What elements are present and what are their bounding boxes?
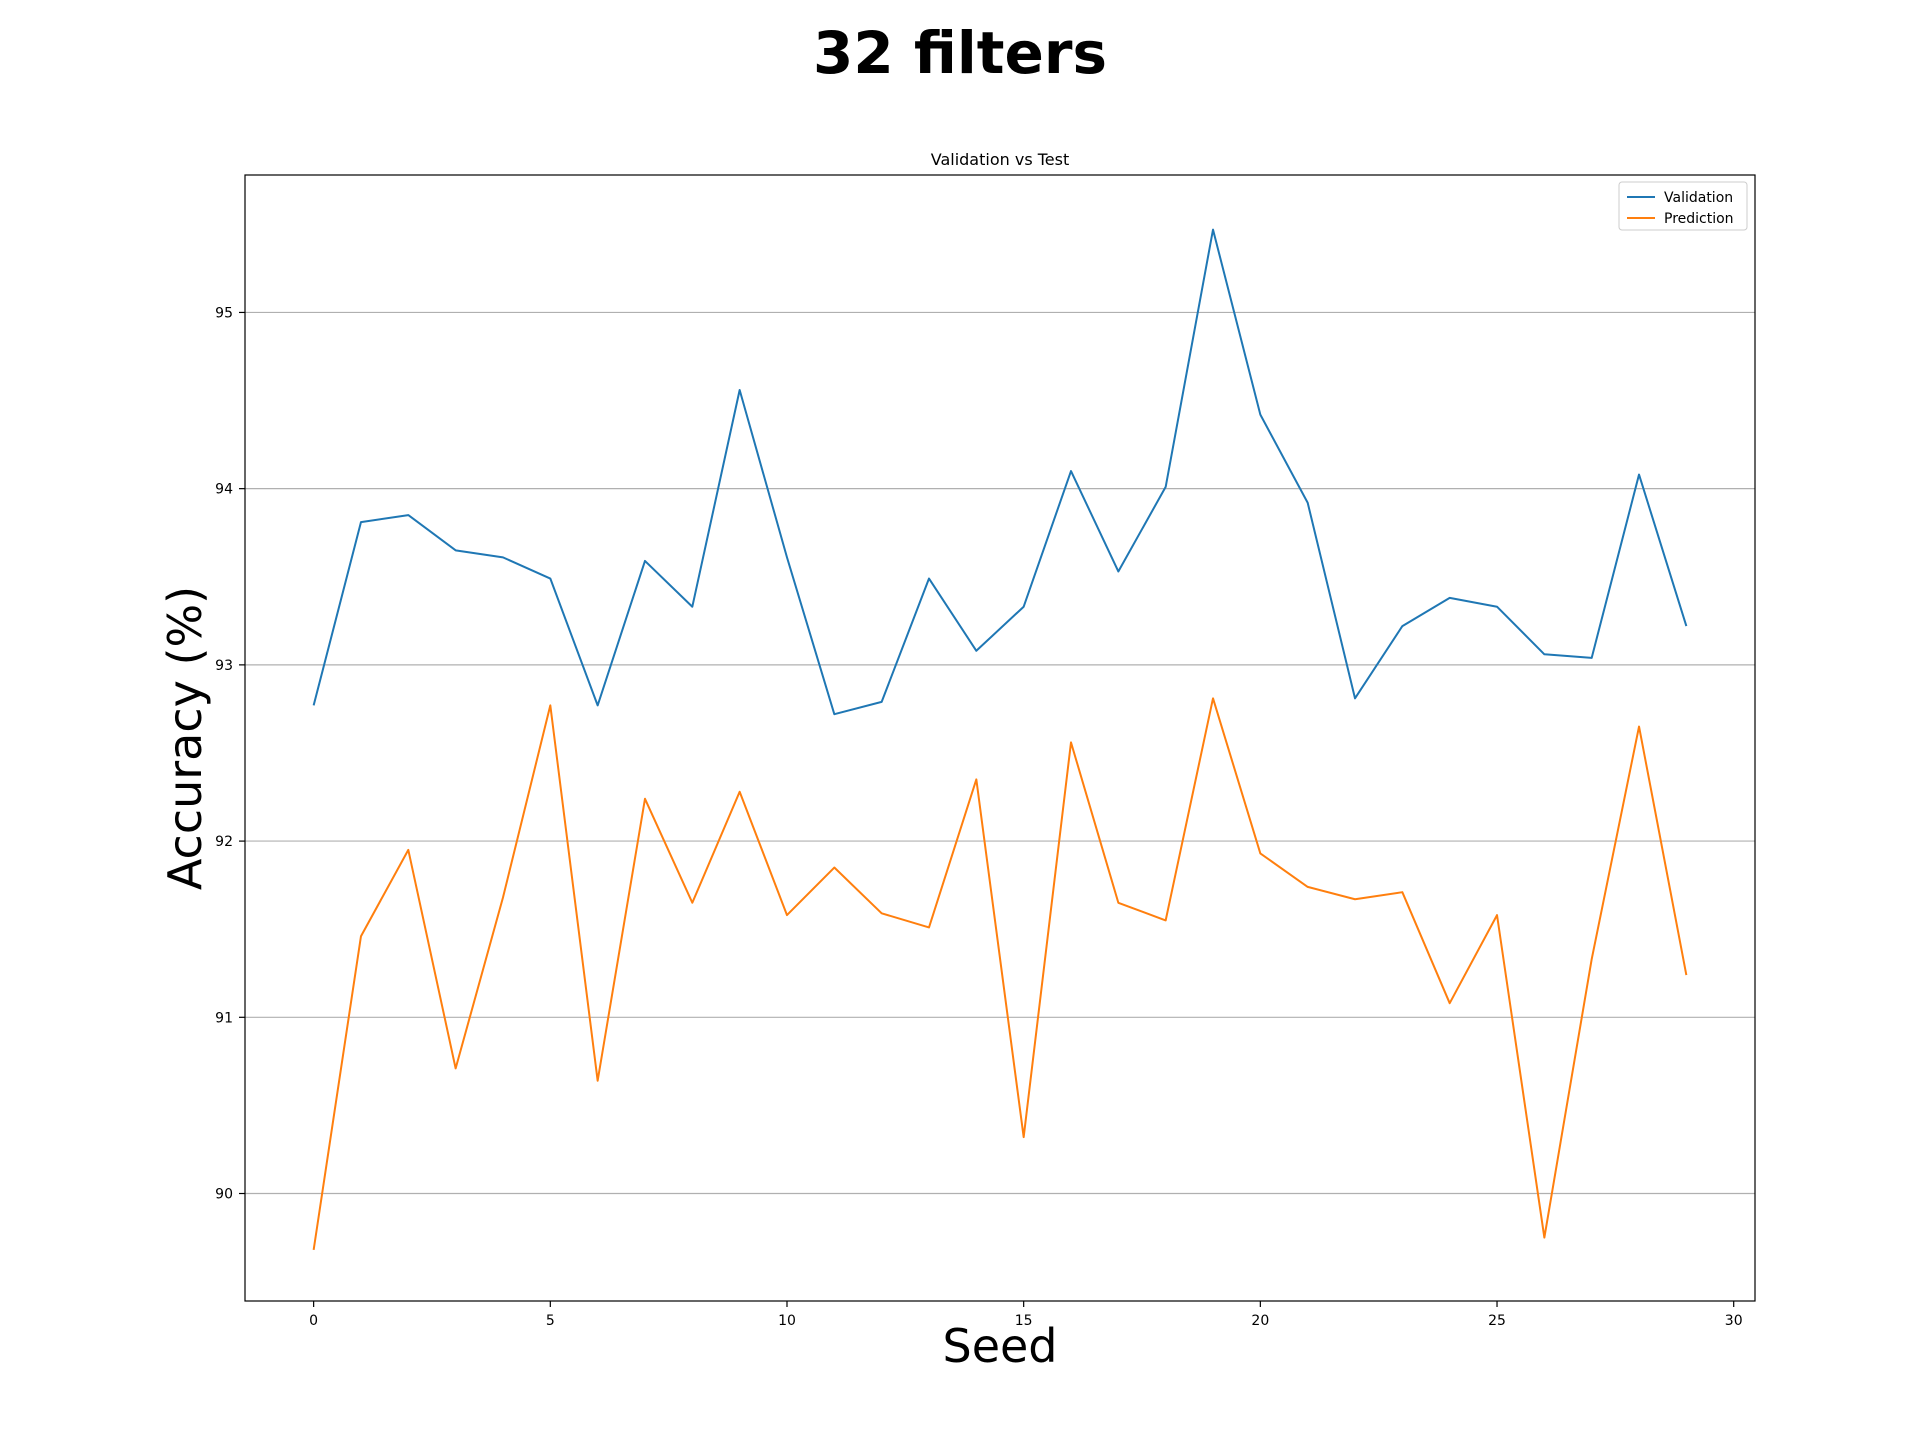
y-axis-ticks: 90 91 92 93 94 95 <box>215 305 245 1203</box>
y-tick-label: 90 <box>215 1187 233 1203</box>
x-tick-label: 0 <box>309 1313 318 1329</box>
figure-title: 32 filters <box>813 19 1107 87</box>
series-lines <box>312 228 1688 1251</box>
legend-label-validation: Validation <box>1664 190 1733 206</box>
plot-area-frame <box>244 174 1756 1302</box>
chart-title: Validation vs Test <box>931 150 1070 169</box>
y-tick-label: 93 <box>215 658 233 674</box>
y-axis-title: Accuracy (%) <box>158 586 212 890</box>
y-tick-label: 95 <box>215 305 233 321</box>
x-tick-label: 25 <box>1488 1313 1506 1329</box>
y-tick-label: 91 <box>215 1010 233 1026</box>
x-axis-ticks: 0 5 10 15 20 25 30 <box>309 1301 1743 1329</box>
series-line-prediction <box>312 697 1688 1251</box>
x-tick-label: 5 <box>546 1313 555 1329</box>
series-line-validation <box>312 228 1688 716</box>
y-tick-label: 94 <box>215 482 233 498</box>
legend-label-prediction: Prediction <box>1664 211 1734 227</box>
x-axis-title: Seed <box>943 1319 1058 1373</box>
x-tick-label: 20 <box>1251 1313 1269 1329</box>
x-tick-label: 15 <box>1015 1313 1033 1329</box>
y-tick-label: 92 <box>215 834 233 850</box>
x-tick-label: 10 <box>778 1313 796 1329</box>
x-tick-label: 30 <box>1725 1313 1743 1329</box>
legend: Validation Prediction <box>1618 181 1748 231</box>
grid-lines <box>245 311 1755 1195</box>
